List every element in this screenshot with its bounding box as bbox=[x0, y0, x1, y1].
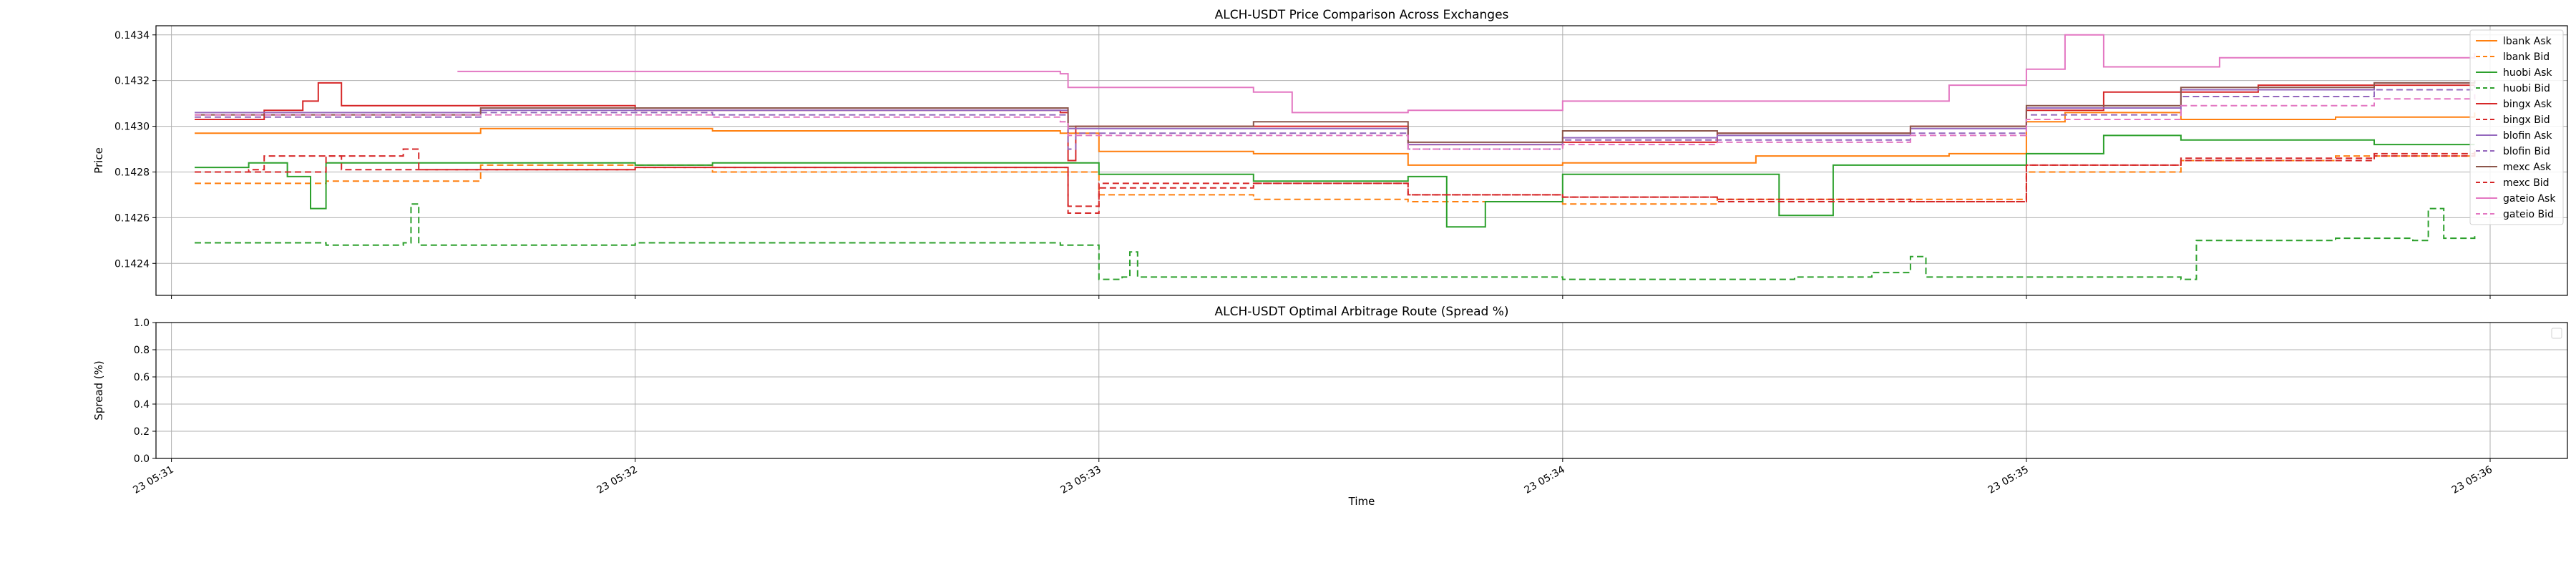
plot-frame bbox=[155, 322, 2568, 459]
y-tick-label: 0.1432 bbox=[114, 76, 150, 87]
y-axis-label: Spread (%) bbox=[92, 360, 105, 421]
series-line-blofin-ask bbox=[195, 80, 2476, 146]
legend-label: blofin Bid bbox=[2503, 146, 2550, 157]
panel-1: ALCH-USDT Price Comparison Across Exchan… bbox=[92, 8, 2568, 299]
legend-label: blofin Ask bbox=[2503, 130, 2552, 142]
series-group bbox=[195, 34, 2476, 280]
series-line-lbank-bid bbox=[195, 151, 2476, 205]
chart-title: ALCH-USDT Optimal Arbitrage Route (Sprea… bbox=[1215, 305, 1509, 319]
series-line-lbank-ask bbox=[195, 112, 2476, 166]
y-tick-label: 0.6 bbox=[134, 372, 150, 383]
y-tick-label: 0.1424 bbox=[114, 258, 150, 270]
y-tick-label: 0.8 bbox=[134, 345, 150, 356]
x-tick-label: 23 05:36 bbox=[2450, 464, 2494, 496]
y-axis-label: Price bbox=[92, 147, 105, 174]
legend: lbank Ask lbank Bid huobi Ask huobi Bid bing… bbox=[2469, 29, 2564, 225]
y-tick-label: 0.0 bbox=[134, 453, 150, 465]
legend-label: gateio Ask bbox=[2503, 193, 2556, 205]
series-line-gateio-ask bbox=[457, 34, 2476, 114]
y-tick-label: 1.0 bbox=[134, 318, 150, 329]
series-line-mexc-ask bbox=[195, 80, 2476, 143]
y-tick-label: 0.1426 bbox=[114, 212, 150, 224]
chart-title: ALCH-USDT Price Comparison Across Exchan… bbox=[1215, 8, 1509, 22]
x-tick-label: 23 05:33 bbox=[1059, 464, 1103, 496]
series-line-blofin-bid bbox=[195, 85, 2476, 150]
x-axis-label: Time bbox=[1348, 495, 1375, 508]
x-tick-label: 23 05:35 bbox=[1986, 464, 2031, 496]
y-tick-label: 0.2 bbox=[134, 426, 150, 438]
y-tick-label: 0.4 bbox=[134, 399, 150, 411]
legend-label: mexc Bid bbox=[2503, 177, 2550, 189]
legend-box-empty bbox=[2551, 328, 2562, 339]
series-line-huobi-ask bbox=[195, 134, 2475, 228]
series-line-gateio-bid bbox=[195, 94, 2476, 150]
plot-frame bbox=[155, 25, 2568, 296]
y-tick-label: 0.1434 bbox=[114, 30, 150, 41]
panel-2: ALCH-USDT Optimal Arbitrage Route (Sprea… bbox=[92, 305, 2568, 508]
legend-label: lbank Bid bbox=[2503, 51, 2550, 63]
series-line-huobi-bid bbox=[195, 203, 2476, 280]
y-tick-label: 0.1428 bbox=[114, 167, 150, 178]
legend-label: bingx Bid bbox=[2503, 114, 2550, 126]
x-tick-label: 23 05:31 bbox=[131, 464, 175, 496]
y-tick-label: 0.1430 bbox=[114, 122, 150, 133]
series-line-bingx-bid bbox=[195, 149, 2476, 207]
legend-label: lbank Ask bbox=[2503, 36, 2552, 47]
legend-label: mexc Ask bbox=[2503, 162, 2552, 173]
x-tick-label: 23 05:34 bbox=[1523, 464, 1567, 496]
legend-label: huobi Ask bbox=[2503, 67, 2552, 79]
legend-label: gateio Bid bbox=[2503, 209, 2554, 220]
legend-box bbox=[2469, 29, 2564, 225]
x-tick-label: 23 05:32 bbox=[595, 464, 639, 496]
legend-label: huobi Bid bbox=[2503, 83, 2550, 94]
legend-label: bingx Ask bbox=[2503, 99, 2552, 110]
